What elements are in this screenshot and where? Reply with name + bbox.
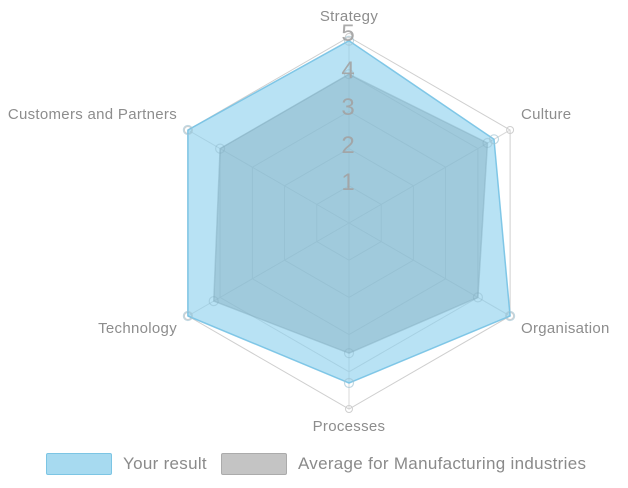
legend-item-average[interactable]: Average for Manufacturing industries — [220, 453, 587, 475]
tick-labels: 1 2 3 4 5 — [341, 20, 354, 196]
legend-item-your-result[interactable]: Your result — [46, 453, 207, 475]
radar-chart: 1 2 3 4 5 Strategy Culture Organisation … — [8, 8, 610, 435]
tick-label-3: 3 — [341, 94, 354, 121]
tick-label-5: 5 — [341, 20, 354, 47]
series-marker-3 — [343, 377, 355, 389]
legend-label-average: Average for Manufacturing industries — [297, 454, 587, 473]
axis-label-strategy: Strategy — [320, 8, 378, 25]
series-marker-1 — [488, 134, 500, 145]
axis-endcap-1 — [506, 126, 515, 134]
legend-label-your-result: Your result — [123, 454, 207, 473]
axis-label-technology: Technology — [98, 320, 177, 337]
tick-label-2: 2 — [341, 132, 354, 159]
axis-labels: Strategy Culture Organisation Processes … — [8, 8, 610, 435]
series-marker-2 — [505, 310, 516, 322]
series-marker-0 — [343, 35, 355, 46]
tick-label-4: 4 — [341, 57, 354, 84]
legend: Your result Average for Manufacturing in… — [46, 453, 586, 475]
axis-endcap-3 — [345, 405, 353, 413]
legend-swatch-your-result — [46, 453, 112, 475]
legend-swatch-average — [220, 453, 287, 475]
radar-series-layer — [182, 35, 516, 389]
axis-label-customers-and-partners: Customers and Partners — [8, 106, 177, 123]
axis-label-organisation: Organisation — [521, 320, 610, 337]
axis-label-processes: Processes — [313, 418, 386, 435]
series-marker-4 — [182, 310, 193, 322]
axis-label-culture: Culture — [521, 106, 571, 123]
series-your-result — [182, 35, 516, 389]
tick-label-1: 1 — [341, 169, 354, 196]
series-marker-5 — [182, 124, 193, 136]
series-area — [187, 39, 511, 384]
